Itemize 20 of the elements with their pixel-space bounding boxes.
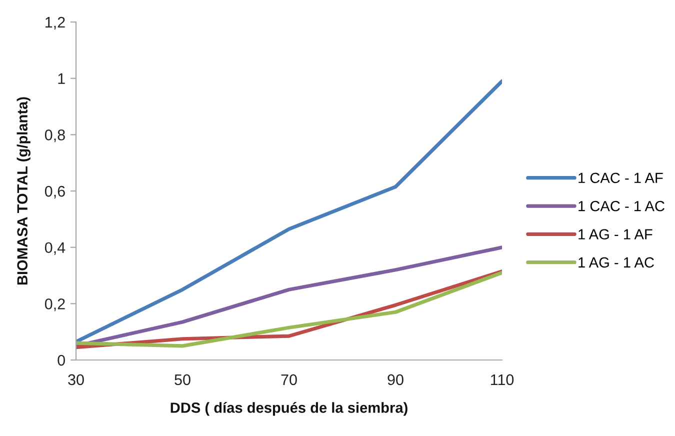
line-series <box>76 246 502 348</box>
y-tick-label: 1 <box>58 73 65 84</box>
legend-label: 1 AG - 1 AC <box>578 257 654 268</box>
y-tick-label: 0,4 <box>44 242 66 255</box>
y-tick-label: 1,2 <box>46 16 65 30</box>
x-tick-label: 90 <box>388 374 404 386</box>
x-tick-label: 110 <box>490 374 514 386</box>
line-series <box>76 79 502 344</box>
y-axis-title: BIOMASA TOTAL (g/planta) <box>16 97 30 285</box>
x-tick-label: 50 <box>174 374 190 386</box>
legend-label: 1 CAC - 1 AC <box>578 200 664 212</box>
legend-label: 1 CAC - 1 AF <box>578 172 663 184</box>
y-tick-label: 0 <box>58 354 65 366</box>
x-tick-label: 30 <box>68 374 84 386</box>
x-tick-label: 70 <box>281 374 297 386</box>
x-axis-title: DDS ( días después de la siembra) <box>170 402 408 416</box>
y-tick-label: 0,6 <box>44 186 65 198</box>
legend-label: 1 AG - 1 AF <box>578 229 652 240</box>
y-tick-label: 0,8 <box>44 130 65 142</box>
y-tick-label: 0,2 <box>44 298 65 312</box>
